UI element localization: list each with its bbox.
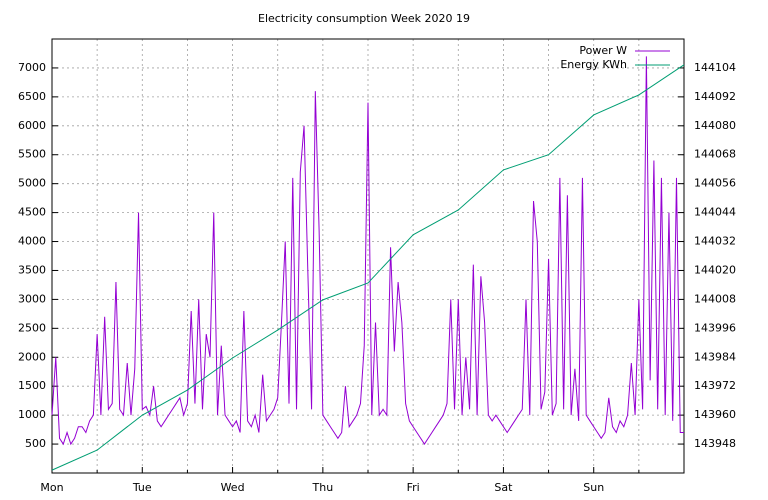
y2-tick-label: 144068 [694,148,736,161]
legend-label: Power W [579,44,627,57]
y-tick-label: 500 [25,437,46,450]
y2-tick-label: 144092 [694,90,736,103]
y-tick-label: 1500 [18,379,46,392]
y-tick-label: 4000 [18,235,46,248]
y2-tick-label: 143948 [694,437,736,450]
y2-tick-label: 143960 [694,408,736,421]
x-tick-label: Thu [312,481,334,494]
y-tick-label: 7000 [18,61,46,74]
y2-tick-label: 144020 [694,263,736,276]
y-tick-label: 2500 [18,321,46,334]
y-tick-label: 3500 [18,263,46,276]
y2-tick-label: 144008 [694,292,736,305]
y-tick-label: 5500 [18,148,46,161]
x-tick-label: Fri [407,481,420,494]
x-tick-label: Mon [40,481,63,494]
y2-tick-label: 143996 [694,321,736,334]
y2-tick-label: 143984 [694,350,736,363]
legend-label: Energy KWh [560,58,627,71]
x-tick-label: Tue [132,481,152,494]
y-tick-label: 2000 [18,350,46,363]
y-tick-label: 6500 [18,90,46,103]
y-tick-label: 3000 [18,292,46,305]
y2-tick-label: 144104 [694,61,736,74]
y-tick-label: 4500 [18,206,46,219]
chart-title: Electricity consumption Week 2020 19 [258,12,470,25]
y2-tick-label: 144080 [694,119,736,132]
y-tick-label: 1000 [18,408,46,421]
y2-tick-label: 143972 [694,379,736,392]
y2-tick-label: 144044 [694,206,736,219]
y2-tick-label: 144032 [694,235,736,248]
y2-tick-label: 144056 [694,177,736,190]
series-line [51,64,685,471]
x-tick-label: Sat [494,481,513,494]
plot-frame [51,38,685,474]
series-line [51,56,684,446]
x-tick-label: Sun [583,481,604,494]
x-tick-label: Wed [221,481,245,494]
y-tick-label: 6000 [18,119,46,132]
y-tick-label: 5000 [18,177,46,190]
